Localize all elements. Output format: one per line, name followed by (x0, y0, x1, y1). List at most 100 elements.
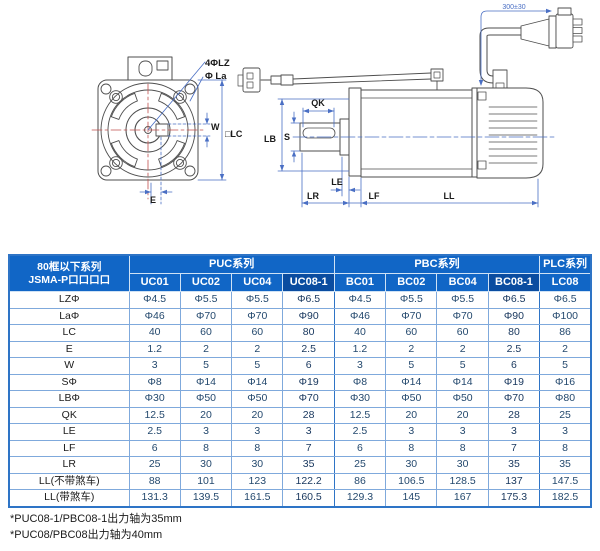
column-header: UC08-1 (282, 273, 335, 292)
dimension-value: 86 (539, 324, 592, 342)
column-header: BC01 (333, 273, 387, 292)
series-header-row: 80框以下系列 JSMA-P口口口口 PUC系列 PBC系列 PLC系列 (8, 254, 592, 292)
encoder-connector (237, 67, 261, 93)
table-row: E 1.2 2 2 2.5 1.2 2 2 2.5 2 (8, 340, 592, 358)
dimension-value: 5 (385, 357, 438, 375)
dimension-value: 3 (333, 357, 387, 375)
table-row: LF 6 8 8 7 6 8 8 7 8 (8, 439, 592, 457)
rear-ribs (488, 106, 538, 164)
column-header: BC08-1 (487, 273, 541, 292)
corner-header-line2: JSMA-P口口口口 (28, 273, 111, 286)
motor-front-view: 4ΦLZ Φ La W □LC E (91, 56, 243, 205)
e-dim-label: E (150, 195, 156, 205)
motor-body (360, 89, 473, 178)
dimension-value: 20 (179, 406, 233, 424)
dimension-value: Φ100 (539, 307, 592, 325)
dimension-value: 101 (179, 472, 233, 490)
dimension-value: 2.5 (128, 423, 181, 441)
bolt-holes-callout: 4ΦLZ (205, 58, 230, 69)
dimension-value: Φ70 (487, 390, 541, 408)
mounting-slots (110, 92, 186, 168)
dimension-value: 86 (333, 472, 387, 490)
dimension-value: 8 (179, 439, 233, 457)
dimension-value: 30 (385, 456, 438, 474)
column-header: BC04 (436, 273, 489, 292)
dimension-value: 139.5 (179, 489, 233, 507)
dimension-value: 7 (487, 439, 541, 457)
row-label: W (8, 357, 130, 375)
row-label: SΦ (8, 373, 130, 391)
dimension-value: 30 (231, 456, 284, 474)
dimension-value: Φ30 (128, 390, 181, 408)
dimension-value: 25 (333, 456, 387, 474)
dimension-value: Φ14 (385, 373, 438, 391)
dimension-value: 12.5 (333, 406, 387, 424)
power-connector (520, 7, 583, 49)
cable-exit-block (492, 69, 508, 89)
dimension-value: Φ6.5 (487, 291, 541, 309)
dimension-value: 60 (436, 324, 489, 342)
dimension-value: Φ5.5 (231, 291, 284, 309)
pilot-dim-label: LB (264, 134, 276, 144)
table-header: 80框以下系列 JSMA-P口口口口 PUC系列 PBC系列 PLC系列 UC0… (8, 254, 592, 292)
dimension-value: 5 (436, 357, 489, 375)
dimension-value: Φ80 (539, 390, 592, 408)
table-row: LBΦ Φ30 Φ50 Φ50 Φ70 Φ30 Φ50 Φ50 Φ70 Φ80 (8, 390, 592, 408)
table-row: LL(不带煞车) 88 101 123 122.2 86 106.5 128.5 137 147.… (8, 472, 592, 490)
dimension-value: 137 (487, 472, 541, 490)
dimension-value: 5 (231, 357, 284, 375)
dimension-value: 3 (539, 423, 592, 441)
frame-size-label: □LC (225, 129, 243, 139)
dimension-value: 160.5 (282, 489, 335, 507)
dimension-value: 128.5 (436, 472, 489, 490)
dimension-value: Φ90 (282, 307, 335, 325)
ll-dim-label: LL (444, 191, 455, 201)
row-label: LBΦ (8, 390, 130, 408)
dimension-value: 2 (539, 340, 592, 358)
dimension-value: 28 (282, 406, 335, 424)
dimension-value: 147.5 (539, 472, 592, 490)
dimension-value: 60 (385, 324, 438, 342)
dimension-value: 25 (539, 406, 592, 424)
front-dimensions (139, 61, 227, 205)
dimension-value: Φ19 (282, 373, 335, 391)
dimension-value: Φ8 (128, 373, 181, 391)
dimension-value: 161.5 (231, 489, 284, 507)
dimension-value: 3 (436, 423, 489, 441)
dimension-value: 12.5 (128, 406, 181, 424)
dimension-value: 106.5 (385, 472, 438, 490)
dimension-value: 3 (385, 423, 438, 441)
dimension-value: 5 (539, 357, 592, 375)
side-dimensions (277, 8, 552, 208)
dimension-value: 6 (128, 439, 181, 457)
dimension-value: Φ50 (385, 390, 438, 408)
row-label: LF (8, 439, 130, 457)
dimension-value: 2.5 (333, 423, 387, 441)
dimension-value: 25 (128, 456, 181, 474)
key-length-label: QK (311, 98, 325, 108)
dimension-value: 5 (179, 357, 233, 375)
dimension-value: 6 (333, 439, 387, 457)
table-row: SΦ Φ8 Φ14 Φ14 Φ19 Φ8 Φ14 Φ14 Φ19 Φ16 (8, 373, 592, 391)
dimension-value: 3 (128, 357, 181, 375)
dimension-value: Φ30 (333, 390, 387, 408)
dimension-value: Φ50 (179, 390, 233, 408)
row-label: LaΦ (8, 307, 130, 325)
dimension-value: 60 (179, 324, 233, 342)
dimension-value: 7 (282, 439, 335, 457)
key-width-label: W (211, 122, 220, 132)
dimension-value: 28 (487, 406, 541, 424)
dimension-value: 40 (128, 324, 181, 342)
dimension-value: 182.5 (539, 489, 592, 507)
dimension-drawing: 4ΦLZ Φ La W □LC E (91, 4, 583, 208)
row-label: E (8, 340, 130, 358)
dimension-value: 3 (179, 423, 233, 441)
dimension-value: Φ5.5 (436, 291, 489, 309)
dimension-value: Φ70 (385, 307, 438, 325)
row-label: LZΦ (8, 291, 130, 309)
row-label: LL(不带煞车) (8, 472, 130, 490)
dimension-value: 129.3 (333, 489, 387, 507)
dimension-value: 122.2 (282, 472, 335, 490)
column-header: UC02 (179, 273, 233, 292)
shaft-keyway (302, 127, 336, 139)
